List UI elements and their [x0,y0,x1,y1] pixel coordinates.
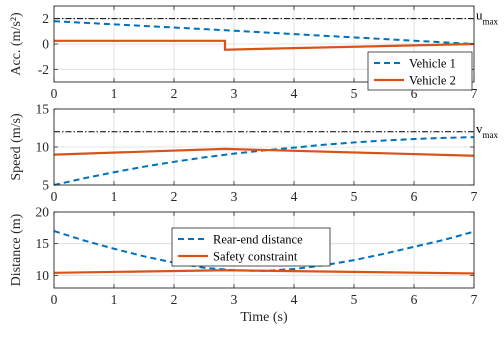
panel3-y-tick-label: 15 [36,236,50,251]
panel1-x-tick-label: 5 [351,86,358,101]
panel1-reference-label: umax [476,8,498,27]
panel1-x-tick-label: 7 [471,86,478,101]
panel2-x-tick-label: 1 [111,189,118,204]
panel1-x-tick-label: 6 [411,86,418,101]
panel1-x-tick-label: 1 [111,86,118,101]
panel2-x-tick-label: 4 [291,189,298,204]
panel3-x-tick-label: 1 [111,292,118,307]
panel3-legend-box [171,227,331,267]
panel1-series-1 [53,20,475,45]
panel3-x-tick-label: 3 [231,292,238,307]
panel2-reference-label: vmax [476,121,498,140]
panel2: vmax 0 1 2 3 4 5 6 7 5 10 15 Speed (m/s) [9,102,498,205]
panel1-x-tick-label: 2 [171,86,178,101]
panel2-x-tick-label: 2 [171,189,178,204]
panel2-y-tick-label: 15 [36,102,50,117]
panel2-y-axis-label: Speed (m/s) [9,113,24,181]
panel3-legend-label-1: Rear-end distance [213,233,303,247]
panel3-x-tick-label: 4 [291,292,298,307]
panel3-y-axis-label: Distance (m) [9,213,24,286]
panel3-y-tick-label: 10 [36,268,50,283]
panel2-y-tick-label: 5 [42,178,49,193]
panel2-x-tick-label: 0 [51,189,58,204]
panel3-x-tick-label: 5 [351,292,358,307]
panel1-legend-label-2: Vehicle 2 [409,74,456,88]
panel1-x-tick-label: 0 [51,86,58,101]
panel2-x-tick-label: 5 [351,189,358,204]
panel1-y-tick-label: 2 [42,11,49,26]
panel3-x-tick-label: 0 [51,292,58,307]
panel3-legend: Rear-end distance Safety constraint [171,227,331,267]
panel1-y-tick-label: -2 [38,62,49,77]
panel1-y-tick-label: 0 [42,37,49,52]
panel1-legend: Vehicle 1 Vehicle 2 [367,51,473,91]
panel3-series-2 [53,269,475,275]
panel3: 0 1 2 3 4 5 6 7 10 15 20 Distance (m) Time (s) Rear-e… [9,205,478,326]
panel3-x-tick-label: 7 [471,292,478,307]
panel1-legend-box [367,51,473,91]
panel1-series-2 [54,39,475,51]
panel3-axes-frame [53,211,475,289]
panel3-y-tick-label: 20 [36,205,50,220]
panel2-x-tick-label: 6 [411,189,418,204]
panel2-x-tick-label: 3 [231,189,238,204]
panel1-legend-label-1: Vehicle 1 [409,57,456,71]
panel2-y-tick-label: 10 [36,140,50,155]
panel1-x-tick-label: 3 [231,86,238,101]
panel1-y-axis-label: Acc. (m/s²) [9,12,24,76]
panel3-x-tick-label: 6 [411,292,418,307]
panel1-x-tick-label: 4 [291,86,298,101]
panel3-x-axis-label: Time (s) [240,310,288,325]
panel3-legend-label-2: Safety constraint [213,250,298,264]
panel2-x-tick-label: 7 [471,189,478,204]
panel3-x-tick-label: 2 [171,292,178,307]
panel2-series-2 [53,147,475,157]
